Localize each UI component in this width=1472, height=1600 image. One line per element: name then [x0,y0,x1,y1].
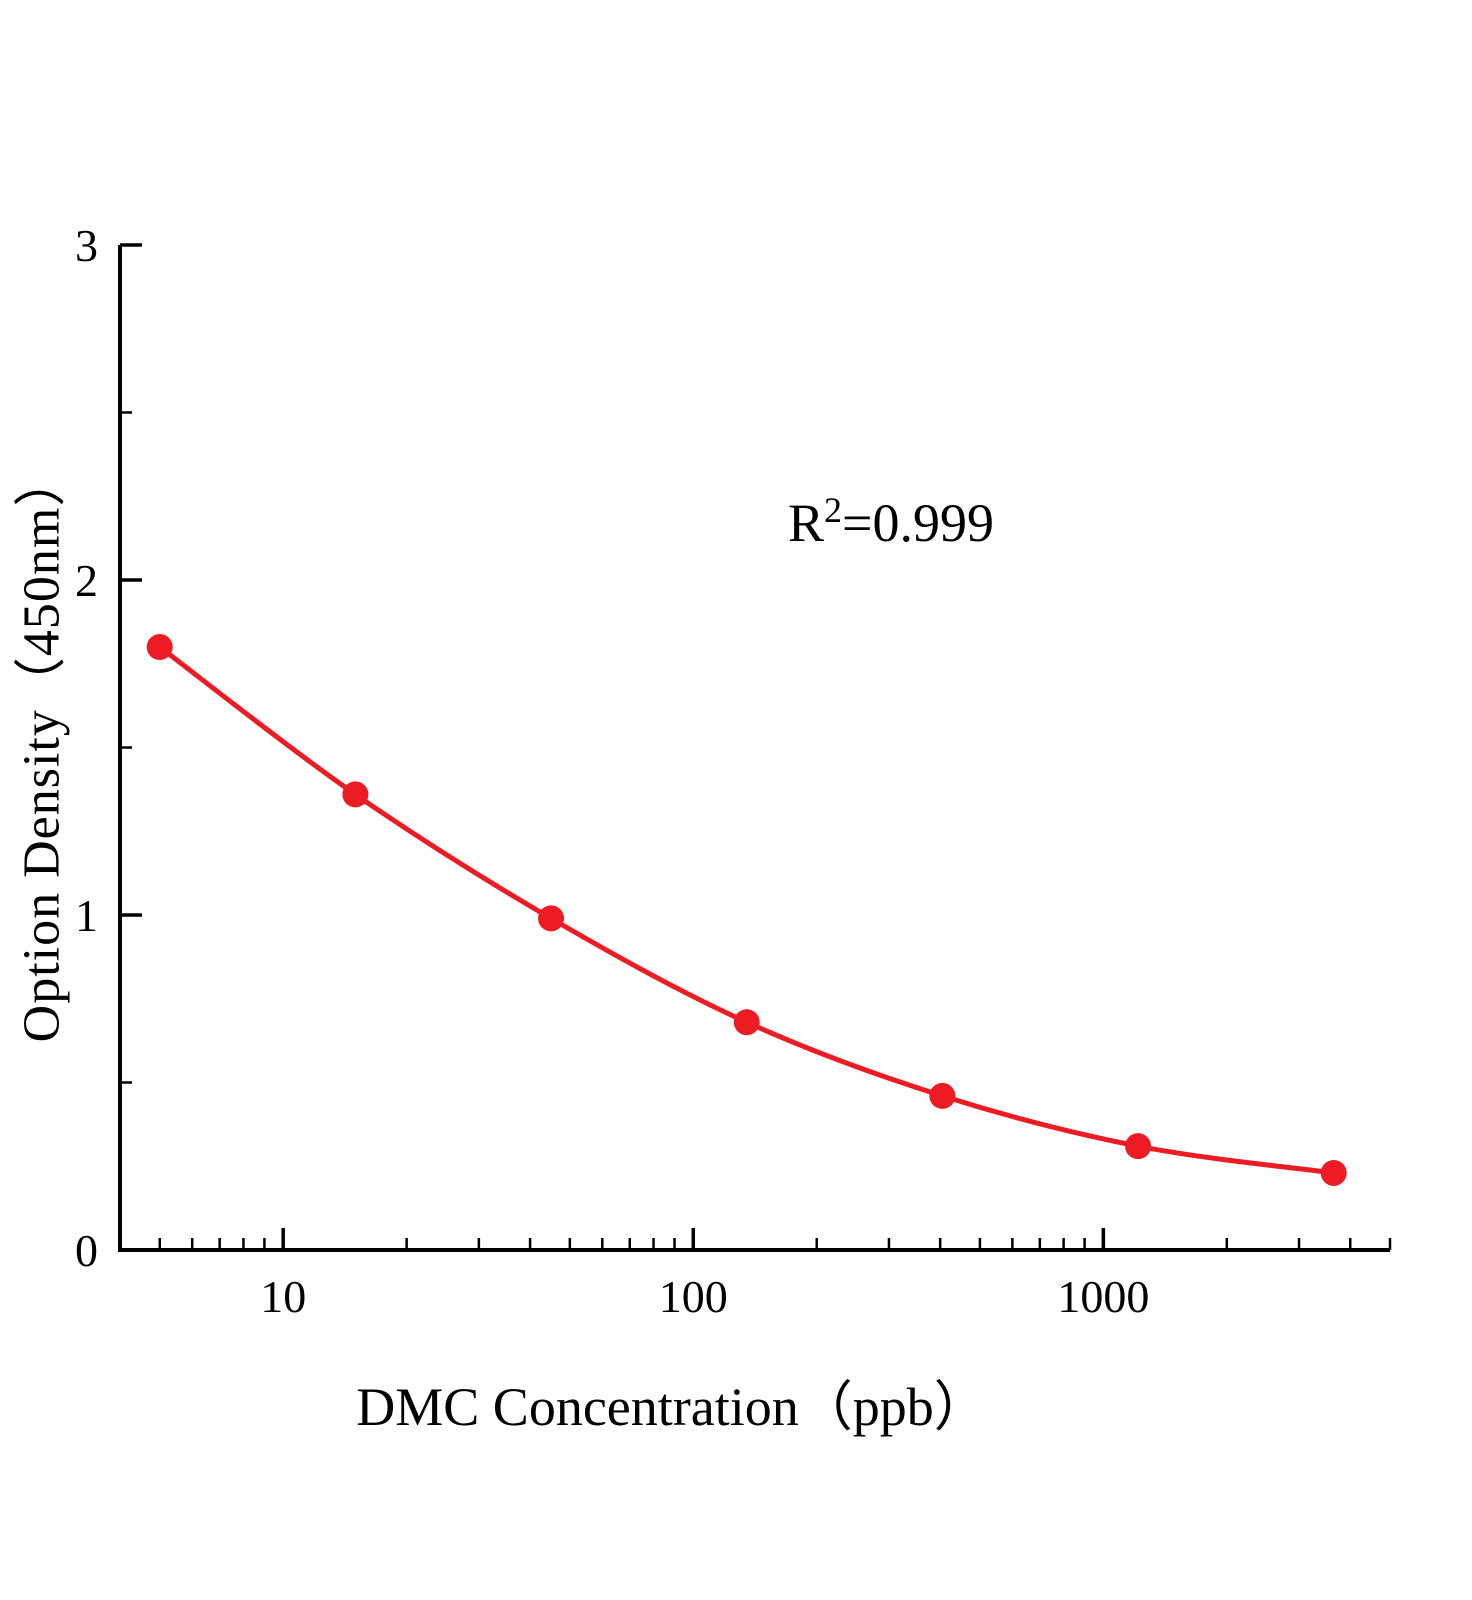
x-tick-label: 10 [260,1271,306,1322]
r-squared-annotation: R2=0.999 [788,492,994,554]
r-squared-exponent: 2 [824,490,843,530]
data-point-marker [733,1009,760,1036]
y-tick-label: 1 [75,890,98,941]
standard-curve-line [158,645,1335,1176]
data-point-marker [929,1082,956,1109]
data-point-marker [1320,1159,1347,1186]
r-squared-value: =0.999 [842,493,994,553]
data-point-marker [538,905,565,932]
data-point-marker [1125,1133,1152,1160]
x-axis-title: DMC Concentration（ppb） [356,1377,988,1437]
x-tick-label: 100 [659,1271,728,1322]
r-squared-base: R [788,493,825,553]
y-axis-title: Option Density（450nm） [13,453,71,1043]
data-point-marker [342,781,369,808]
y-tick-label: 3 [75,220,98,271]
x-tick-label: 1000 [1057,1271,1149,1322]
data-point-marker [146,634,173,660]
y-tick-label: 0 [75,1225,98,1276]
y-tick-label: 2 [75,555,98,606]
